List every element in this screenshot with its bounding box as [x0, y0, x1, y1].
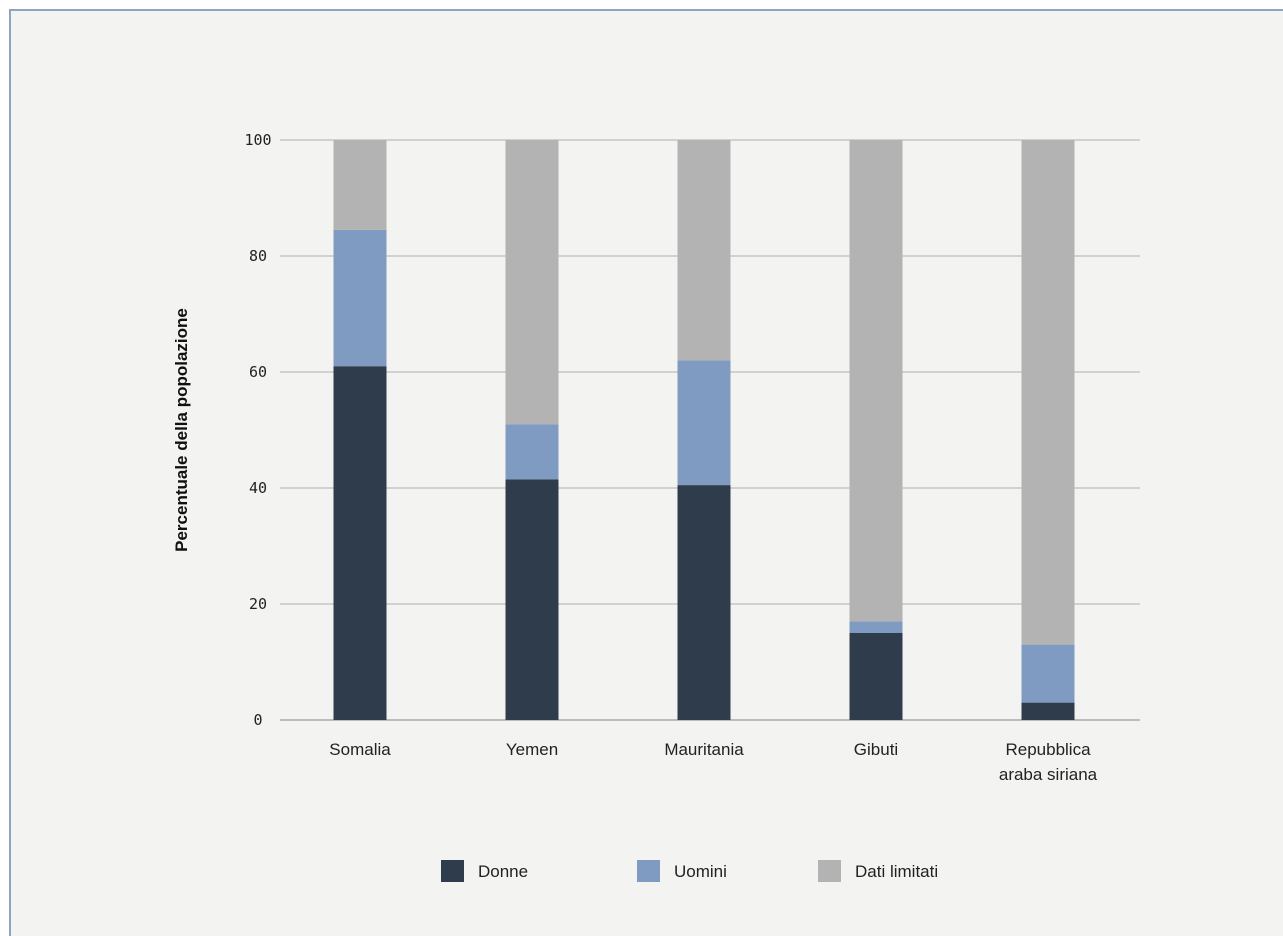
bar-segment-uomini: [333, 229, 387, 367]
legend-label-uomini: Uomini: [674, 862, 727, 881]
bar-segment-donne: [1021, 702, 1075, 720]
y-tick-label: 60: [249, 363, 267, 381]
y-tick-label: 0: [253, 711, 262, 729]
y-tick-label: 80: [249, 247, 267, 265]
x-category-label: Yemen: [506, 740, 558, 759]
bar-segment-uomini: [1021, 644, 1075, 703]
bar-segment-dati-limitati: [505, 140, 559, 425]
bar-segment-dati-limitati: [333, 140, 387, 230]
bar-segment-donne: [505, 479, 559, 720]
bar-segment-uomini: [505, 424, 559, 480]
bar-segment-uomini: [849, 621, 903, 633]
bar-segment-donne: [849, 633, 903, 720]
y-axis-label: Percentuale della popolazione: [172, 308, 191, 552]
y-tick-label: 40: [249, 479, 267, 497]
legend-swatch-uomini: [637, 860, 660, 882]
bar-segment-dati-limitati: [677, 140, 731, 361]
legend-label-dati-limitati: Dati limitati: [855, 862, 938, 881]
legend-swatch-dati-limitati: [818, 860, 841, 882]
x-category-label: Somalia: [329, 740, 391, 759]
bar-segment-uomini: [677, 360, 731, 486]
bar-segment-dati-limitati: [849, 140, 903, 622]
bar-segment-dati-limitati: [1021, 140, 1075, 645]
y-tick-label: 100: [244, 131, 271, 149]
bar-segment-donne: [677, 485, 731, 720]
x-category-label: Repubblica araba siriana: [999, 740, 1098, 784]
legend-swatch-donne: [441, 860, 464, 882]
legend-label-donne: Donne: [478, 862, 528, 881]
x-category-label: Mauritania: [664, 740, 744, 759]
bar-segment-donne: [333, 366, 387, 720]
x-category-label: Gibuti: [854, 740, 898, 759]
y-tick-label: 20: [249, 595, 267, 613]
